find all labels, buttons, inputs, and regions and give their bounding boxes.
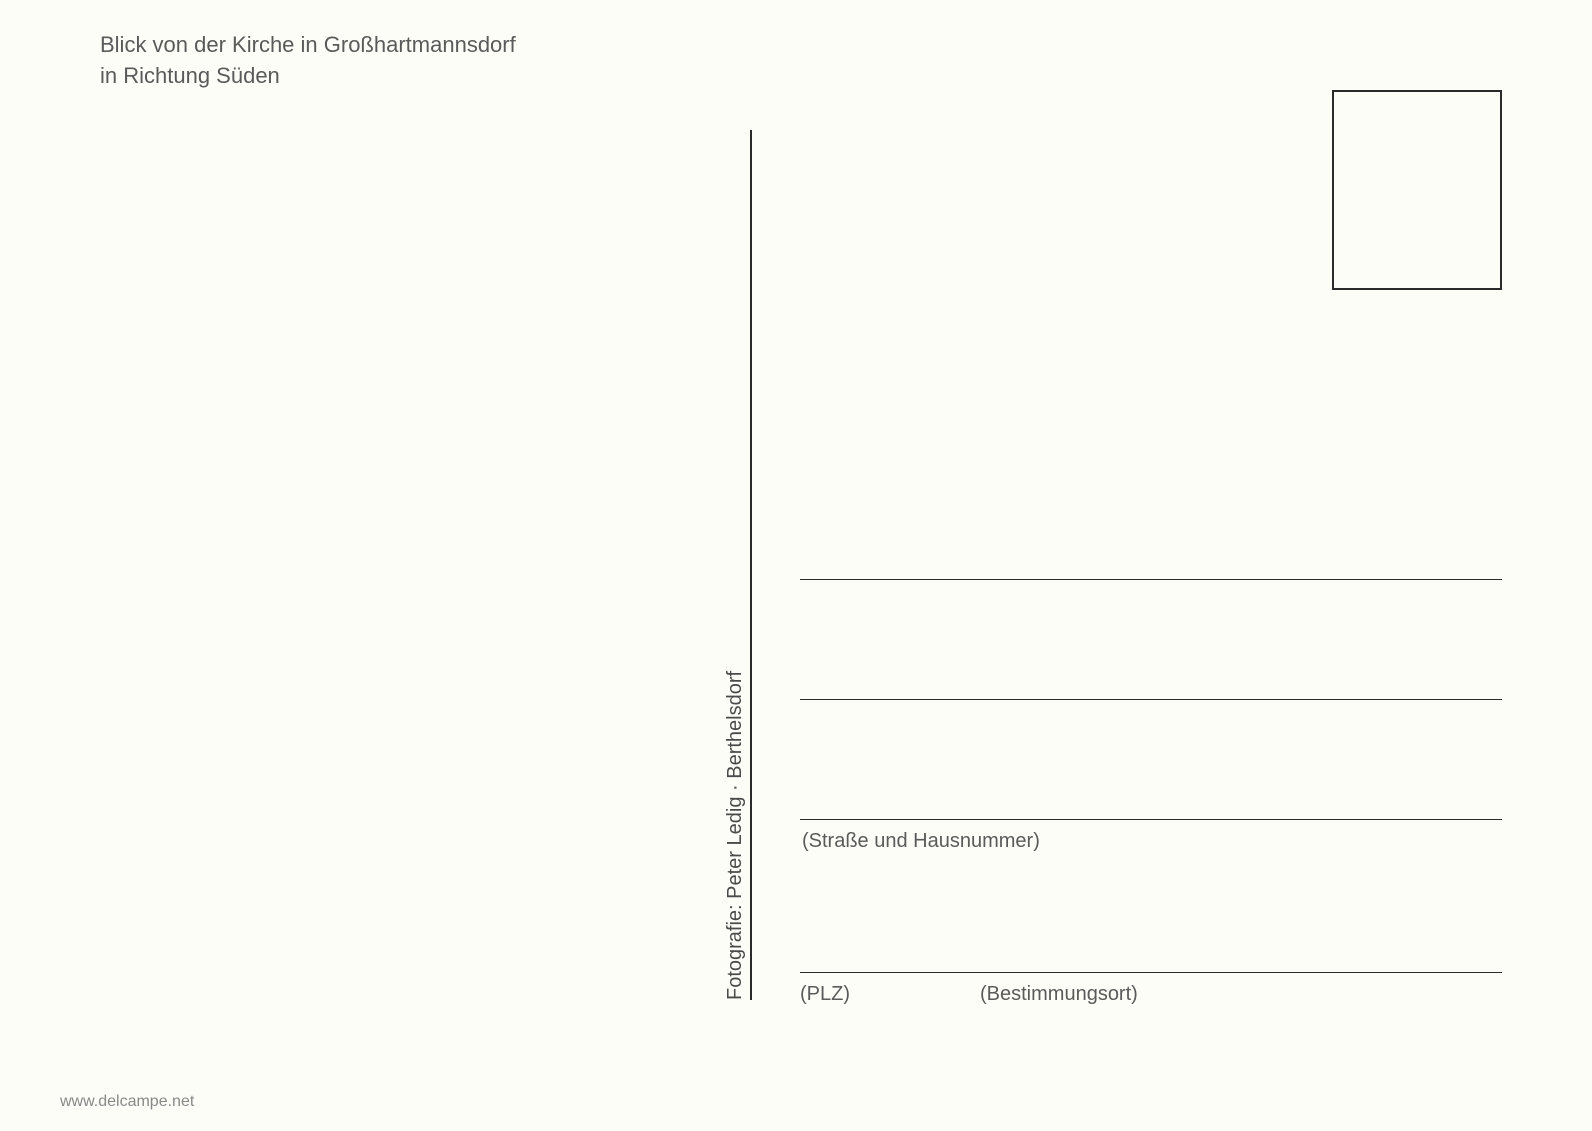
plz-label: (PLZ) (800, 983, 850, 1006)
postcard-back: Blick von der Kirche in Großhartmannsdor… (0, 0, 1592, 1131)
title-line2: in Richtung Süden (100, 61, 516, 92)
watermark-bottom: www.delcampe.net (60, 1093, 194, 1111)
stamp-placeholder (1332, 90, 1502, 290)
postcard-title: Blick von der Kirche in Großhartmannsdor… (100, 30, 516, 92)
address-line-street (800, 770, 1502, 820)
center-divider (750, 130, 752, 1000)
plz-destination-row: (PLZ) (Bestimmungsort) (800, 983, 1502, 1006)
address-line-plz (800, 923, 1502, 973)
address-line-2 (800, 650, 1502, 700)
street-label: (Straße und Hausnummer) (800, 830, 1502, 853)
address-section: (Straße und Hausnummer) (PLZ) (Bestimmun… (800, 530, 1502, 1006)
destination-label: (Bestimmungsort) (980, 983, 1138, 1006)
address-line-1 (800, 530, 1502, 580)
title-line1: Blick von der Kirche in Großhartmannsdor… (100, 30, 516, 61)
photographer-credit: Fotografie: Peter Ledig · Berthelsdorf (724, 671, 747, 1000)
